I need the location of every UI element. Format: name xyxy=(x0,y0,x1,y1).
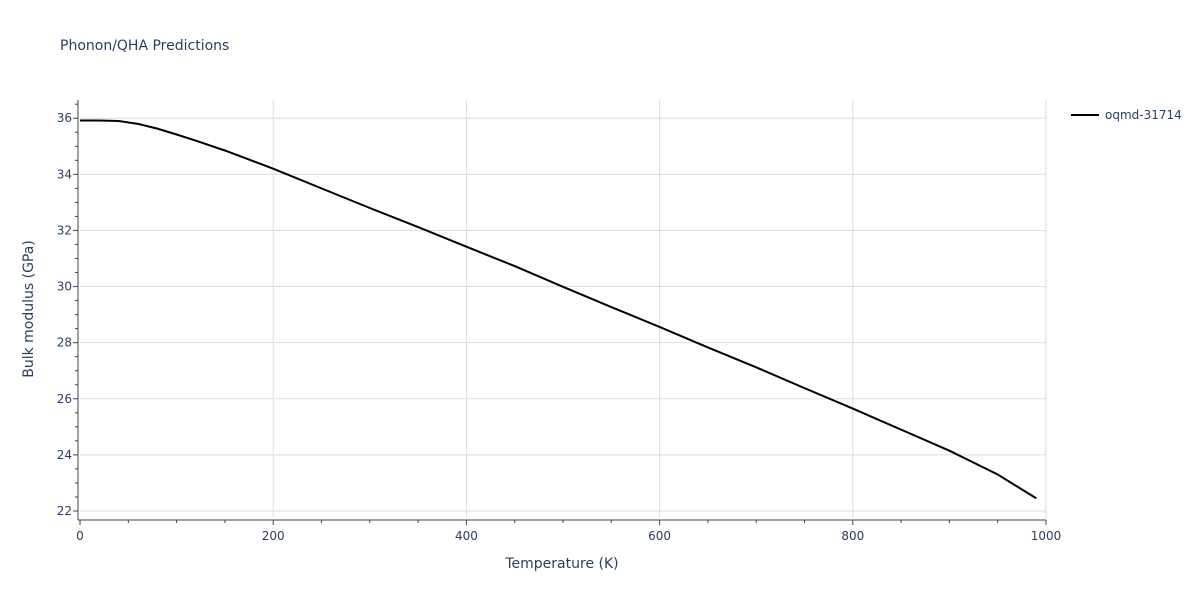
x-tick-label: 800 xyxy=(841,529,864,543)
x-tick-label: 400 xyxy=(455,529,478,543)
y-tick-label: 30 xyxy=(57,280,72,294)
x-tick-label: 1000 xyxy=(1031,529,1062,543)
y-tick-label: 36 xyxy=(57,111,72,125)
y-tick-label: 34 xyxy=(57,167,72,181)
legend[interactable]: oqmd-31714 xyxy=(1071,108,1182,122)
y-tick-label: 26 xyxy=(57,392,72,406)
y-tick-label: 22 xyxy=(57,504,72,518)
y-tick-label: 28 xyxy=(57,336,72,350)
x-axis-title: Temperature (K) xyxy=(504,556,618,572)
y-tick-label: 24 xyxy=(57,448,72,462)
axes xyxy=(73,100,1047,525)
series-layer xyxy=(80,119,1037,500)
x-tick-label: 0 xyxy=(76,529,84,543)
x-tick-label: 600 xyxy=(648,529,671,543)
y-tick-label: 32 xyxy=(57,223,72,237)
y-axis-title: Bulk modulus (GPa) xyxy=(21,240,37,378)
series-line-1 xyxy=(80,119,1037,500)
chart-title: Phonon/QHA Predictions xyxy=(60,38,229,54)
tick-labels: 0 200 400 600 800 1000 22 24 26 28 30 32 34 36 xyxy=(57,111,1062,543)
legend-label-oqmd-31714: oqmd-31714 xyxy=(1105,108,1182,122)
x-tick-label: 200 xyxy=(262,529,285,543)
grid xyxy=(80,100,1047,518)
